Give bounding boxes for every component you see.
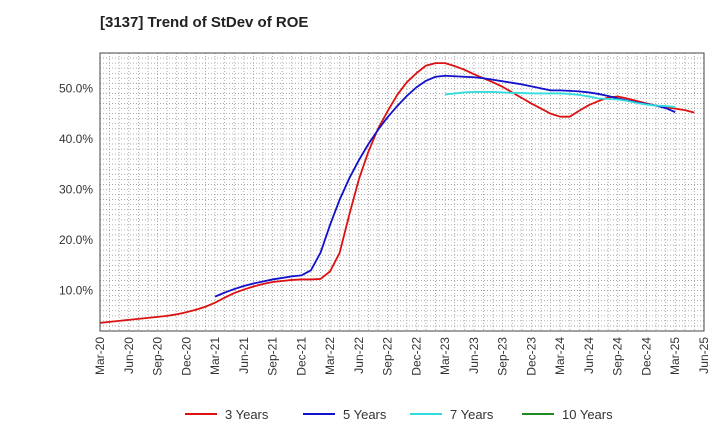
y-tick-label: 10.0% [59,284,93,298]
series-line [445,91,676,108]
legend-label: 5 Years [343,407,387,422]
x-tick-label: Mar-23 [438,337,452,375]
x-tick-label: Jun-21 [237,337,251,374]
x-tick-label: Jun-20 [122,337,136,374]
x-tick-label: Dec-24 [639,337,653,376]
x-tick-label: Jun-23 [467,337,481,374]
y-tick-label: 20.0% [59,233,93,247]
x-tick-label: Sep-21 [266,337,280,376]
y-tick-label: 30.0% [59,182,93,196]
legend-label: 3 Years [225,407,269,422]
y-axis-ticks: 10.0% 20.0% 30.0% 40.0% 50.0% [59,81,93,297]
series-line [99,62,695,324]
x-tick-label: Dec-22 [409,337,423,376]
x-tick-label: Dec-23 [524,337,538,376]
x-tick-label: Sep-23 [496,337,510,376]
x-tick-label: Mar-20 [93,337,107,375]
x-axis-ticks: Mar-20 Jun-20 Sep-20 Dec-20 Mar-21 Jun-21 Sep-… [93,337,711,376]
x-tick-label: Sep-22 [381,337,395,376]
x-tick-label: Jun-22 [352,337,366,374]
x-tick-label: Jun-25 [697,337,711,374]
x-tick-label: Sep-20 [151,337,165,376]
legend-label: 10 Years [562,407,613,422]
y-tick-label: 50.0% [59,81,93,95]
x-tick-label: Mar-22 [323,337,337,375]
chart-title: [3137] Trend of StDev of ROE [100,14,309,31]
x-tick-label: Sep-24 [611,337,625,376]
x-tick-label: Dec-21 [294,337,308,376]
series-line [214,74,676,298]
vertical-gridlines [109,53,695,331]
legend-label: 7 Years [450,407,494,422]
plot-background [100,53,704,331]
x-tick-label: Jun-24 [582,337,596,374]
plot-border [99,52,705,332]
x-tick-label: Mar-21 [208,337,222,375]
x-tick-label: Mar-25 [668,337,682,375]
x-tick-label: Mar-24 [553,337,567,375]
x-tick-label: Dec-20 [179,337,193,376]
y-tick-label: 40.0% [59,132,93,146]
series-lines [99,62,695,324]
legend: 3 Years 5 Years 7 Years 10 Years [185,407,613,422]
